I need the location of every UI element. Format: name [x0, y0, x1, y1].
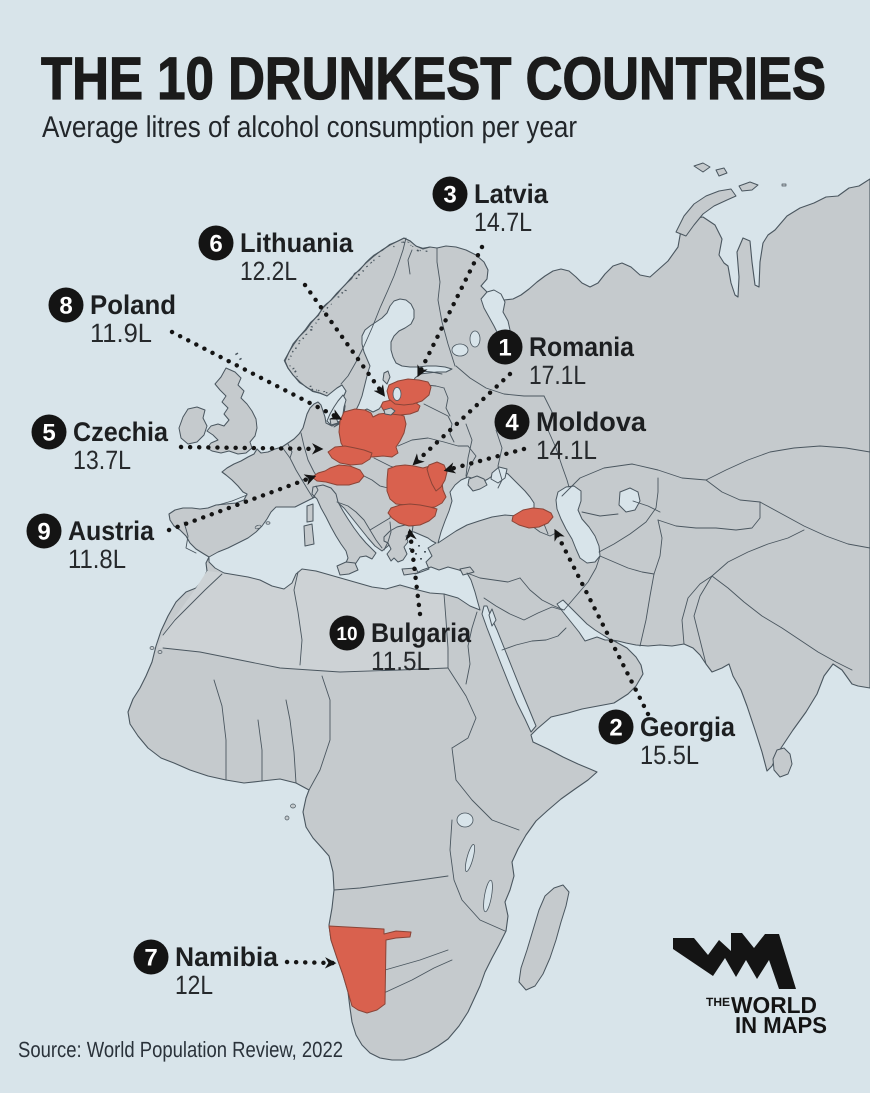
- svg-text:2: 2: [609, 715, 622, 742]
- svg-text:10: 10: [336, 624, 357, 645]
- svg-text:9: 9: [37, 519, 50, 546]
- svg-text:IN MAPS: IN MAPS: [735, 1012, 827, 1038]
- svg-text:11.8L: 11.8L: [68, 544, 126, 574]
- svg-text:Czechia: Czechia: [73, 417, 169, 447]
- svg-text:13.7L: 13.7L: [73, 445, 131, 475]
- svg-text:6: 6: [209, 231, 222, 258]
- svg-text:Source: World Population Revie: Source: World Population Review, 2022: [18, 1037, 343, 1062]
- svg-text:WORLD: WORLD: [731, 992, 817, 1018]
- svg-text:Moldova: Moldova: [536, 407, 647, 437]
- svg-text:Latvia: Latvia: [474, 179, 549, 209]
- svg-text:THE: THE: [706, 995, 730, 1009]
- svg-text:12.2L: 12.2L: [240, 256, 297, 286]
- svg-text:1: 1: [498, 335, 511, 362]
- svg-text:5: 5: [42, 420, 55, 447]
- svg-text:THE 10 DRUNKEST COUNTRIES: THE 10 DRUNKEST COUNTRIES: [41, 45, 826, 112]
- svg-text:Georgia: Georgia: [640, 712, 736, 742]
- svg-text:11.9L: 11.9L: [90, 318, 152, 348]
- svg-text:12L: 12L: [175, 970, 213, 1000]
- svg-text:14.1L: 14.1L: [536, 435, 597, 465]
- svg-text:17.1L: 17.1L: [529, 360, 586, 390]
- svg-text:Lithuania: Lithuania: [240, 228, 354, 258]
- svg-text:Austria: Austria: [68, 516, 155, 546]
- svg-text:Average litres of alcohol cons: Average litres of alcohol consumption pe…: [42, 111, 577, 144]
- svg-text:Namibia: Namibia: [175, 942, 279, 972]
- svg-text:Poland: Poland: [90, 290, 176, 320]
- svg-text:4: 4: [505, 410, 519, 437]
- svg-text:Romania: Romania: [529, 332, 635, 362]
- svg-text:14.7L: 14.7L: [474, 207, 532, 237]
- svg-text:3: 3: [443, 182, 456, 209]
- svg-text:7: 7: [144, 945, 157, 972]
- svg-text:8: 8: [59, 293, 72, 320]
- svg-text:Bulgaria: Bulgaria: [371, 618, 472, 648]
- svg-text:11.5L: 11.5L: [371, 646, 430, 676]
- svg-text:15.5L: 15.5L: [640, 740, 699, 770]
